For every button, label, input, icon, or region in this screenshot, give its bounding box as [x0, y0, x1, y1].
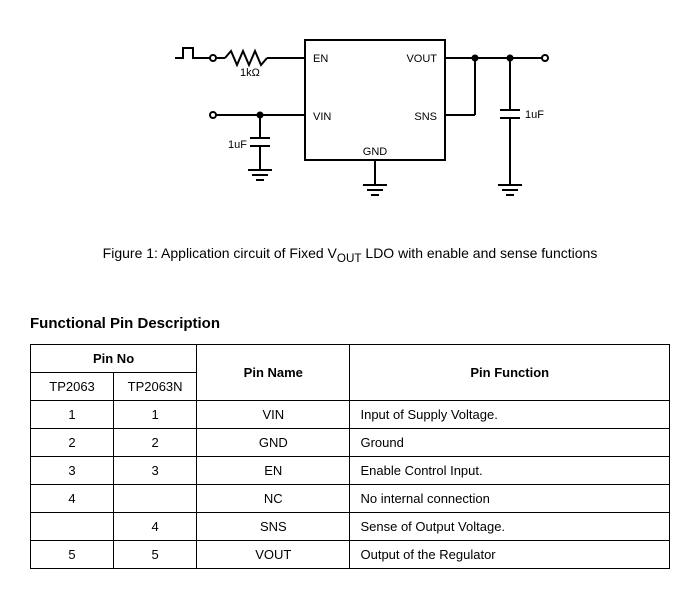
th-pin-no: Pin No [31, 344, 197, 372]
caption-prefix: Figure 1: Application circuit of Fixed V [103, 245, 337, 261]
cin-label: 1uF [228, 139, 247, 151]
r1-label: 1kΩ [240, 67, 260, 79]
pin-table-body: 1 1 VIN Input of Supply Voltage. 2 2 GND… [31, 400, 670, 568]
table-row: 4 NC No internal connection [31, 484, 670, 512]
table-row: 3 3 EN Enable Control Input. [31, 456, 670, 484]
table-row: 4 SNS Sense of Output Voltage. [31, 512, 670, 540]
th-pin-name: Pin Name [197, 344, 350, 400]
table-row: 2 2 GND Ground [31, 428, 670, 456]
pin-gnd-label: GND [363, 146, 388, 158]
table-row: 1 1 VIN Input of Supply Voltage. [31, 400, 670, 428]
caption-suffix: LDO with enable and sense functions [362, 245, 598, 261]
pin-sns-label: SNS [414, 111, 437, 123]
pin-vin-label: VIN [313, 111, 331, 123]
pin-vout-label: VOUT [406, 53, 437, 65]
caption-sub: OUT [337, 252, 362, 265]
th-pin-function: Pin Function [350, 344, 670, 400]
circuit-diagram: EN VOUT VIN SNS GND 1kΩ [30, 20, 670, 220]
table-row: 5 5 VOUT Output of the Regulator [31, 540, 670, 568]
section-title: Functional Pin Description [30, 315, 670, 332]
pin-table: Pin No Pin Name Pin Function TP2063 TP20… [30, 344, 670, 569]
pin-en-label: EN [313, 53, 328, 65]
circuit-svg: EN VOUT VIN SNS GND 1kΩ [130, 20, 570, 220]
cout-label: 1uF [525, 109, 544, 121]
figure-caption: Figure 1: Application circuit of Fixed V… [30, 245, 670, 265]
th-tp2063: TP2063 [31, 372, 114, 400]
table-head-row-1: Pin No Pin Name Pin Function [31, 344, 670, 372]
th-tp2063n: TP2063N [114, 372, 197, 400]
